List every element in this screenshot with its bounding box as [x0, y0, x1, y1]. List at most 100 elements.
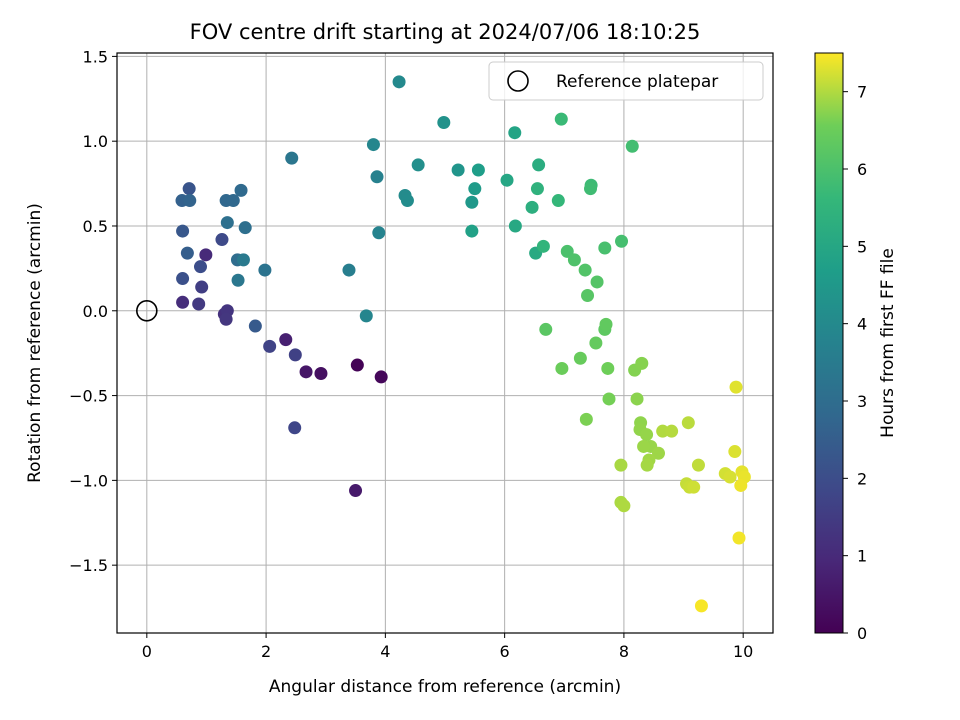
data-point — [551, 194, 565, 208]
data-point — [554, 112, 568, 126]
y-tick-label: −1.5 — [69, 556, 108, 575]
data-point — [199, 248, 213, 262]
data-point — [656, 424, 670, 438]
data-point — [617, 499, 631, 513]
data-point — [465, 195, 479, 209]
data-point — [539, 322, 553, 336]
data-point — [176, 224, 190, 238]
data-point — [625, 139, 639, 153]
colorbar-tick-label: 2 — [857, 469, 867, 488]
data-point — [536, 239, 550, 253]
reference-marker — [136, 299, 158, 322]
data-point — [530, 182, 544, 196]
data-points — [175, 75, 751, 613]
data-point — [288, 348, 302, 362]
data-point — [248, 319, 262, 333]
data-point — [640, 458, 654, 472]
data-point — [226, 194, 240, 208]
data-point — [258, 263, 272, 277]
data-point — [573, 351, 587, 365]
data-point — [219, 312, 233, 326]
data-point — [630, 392, 644, 406]
y-tick-label: 1.0 — [83, 132, 108, 151]
x-tick-label: 8 — [619, 642, 629, 661]
data-point — [560, 244, 574, 258]
data-point — [180, 246, 194, 260]
colorbar-tick-label: 4 — [857, 315, 867, 334]
data-point — [599, 317, 613, 331]
y-tick-label: −1.0 — [69, 471, 108, 490]
data-point — [567, 253, 581, 267]
legend-box — [488, 61, 764, 101]
data-point — [691, 458, 705, 472]
data-point — [723, 470, 737, 484]
data-point — [350, 358, 364, 372]
data-point — [584, 182, 598, 196]
data-point — [437, 116, 451, 130]
data-point — [508, 126, 522, 140]
colorbar-tick-label: 6 — [857, 160, 867, 179]
data-point — [372, 226, 386, 240]
data-point — [525, 200, 539, 214]
colorbar-tick-label: 3 — [857, 392, 867, 411]
x-axis-ticks: 0 2 4 6 8 10 — [142, 633, 753, 661]
colorbar-label: Hours from first FF file — [878, 248, 898, 438]
data-point — [285, 151, 299, 165]
data-point — [349, 484, 363, 498]
data-point — [637, 439, 651, 453]
legend-label: Reference platepar — [556, 72, 718, 92]
data-point — [728, 445, 742, 459]
data-point — [500, 173, 514, 187]
data-point — [598, 241, 612, 255]
data-point — [411, 158, 425, 172]
data-point — [400, 194, 414, 208]
data-point — [374, 370, 388, 384]
data-point — [465, 224, 479, 238]
data-point — [614, 458, 628, 472]
data-point — [299, 365, 313, 379]
data-point — [195, 280, 209, 294]
y-axis-ticks: −1.5 −1.0 −0.5 0.0 0.5 1.0 1.5 — [69, 47, 117, 575]
data-point — [288, 421, 302, 435]
data-point — [263, 339, 277, 353]
chart-title: FOV centre drift starting at 2024/07/06 … — [190, 20, 701, 44]
data-point — [681, 416, 695, 430]
data-point — [176, 272, 190, 286]
data-point — [236, 253, 250, 267]
data-point — [193, 260, 207, 274]
data-point — [615, 234, 629, 248]
colorbar — [814, 52, 844, 634]
data-point — [581, 289, 595, 303]
colorbar-tick-label: 0 — [857, 624, 867, 643]
data-point — [589, 336, 603, 350]
data-point — [471, 163, 485, 177]
data-point — [601, 361, 615, 375]
data-point — [635, 356, 649, 370]
colorbar-tick-label: 1 — [857, 547, 867, 566]
data-point — [279, 333, 293, 347]
data-point — [451, 163, 465, 177]
colorbar-ticks: 0 1 2 3 4 5 6 7 — [843, 83, 867, 643]
data-point — [532, 158, 546, 172]
data-point — [215, 233, 229, 247]
colorbar-tick-label: 7 — [857, 83, 867, 102]
data-point — [602, 392, 616, 406]
x-tick-label: 0 — [142, 642, 152, 661]
data-point — [182, 182, 196, 196]
data-point — [508, 219, 522, 233]
data-point — [370, 170, 384, 184]
data-point — [729, 380, 743, 394]
y-axis-label: Rotation from reference (arcmin) — [25, 203, 45, 483]
data-point — [468, 182, 482, 196]
x-tick-label: 2 — [261, 642, 271, 661]
data-point — [651, 446, 665, 460]
grid-lines — [117, 53, 773, 633]
data-point — [392, 75, 406, 89]
legend-marker — [507, 70, 529, 92]
data-point — [220, 216, 234, 230]
data-point — [640, 428, 654, 442]
y-tick-label: −0.5 — [69, 387, 108, 406]
legend: Reference platepar — [488, 61, 764, 101]
x-tick-label: 10 — [733, 642, 753, 661]
